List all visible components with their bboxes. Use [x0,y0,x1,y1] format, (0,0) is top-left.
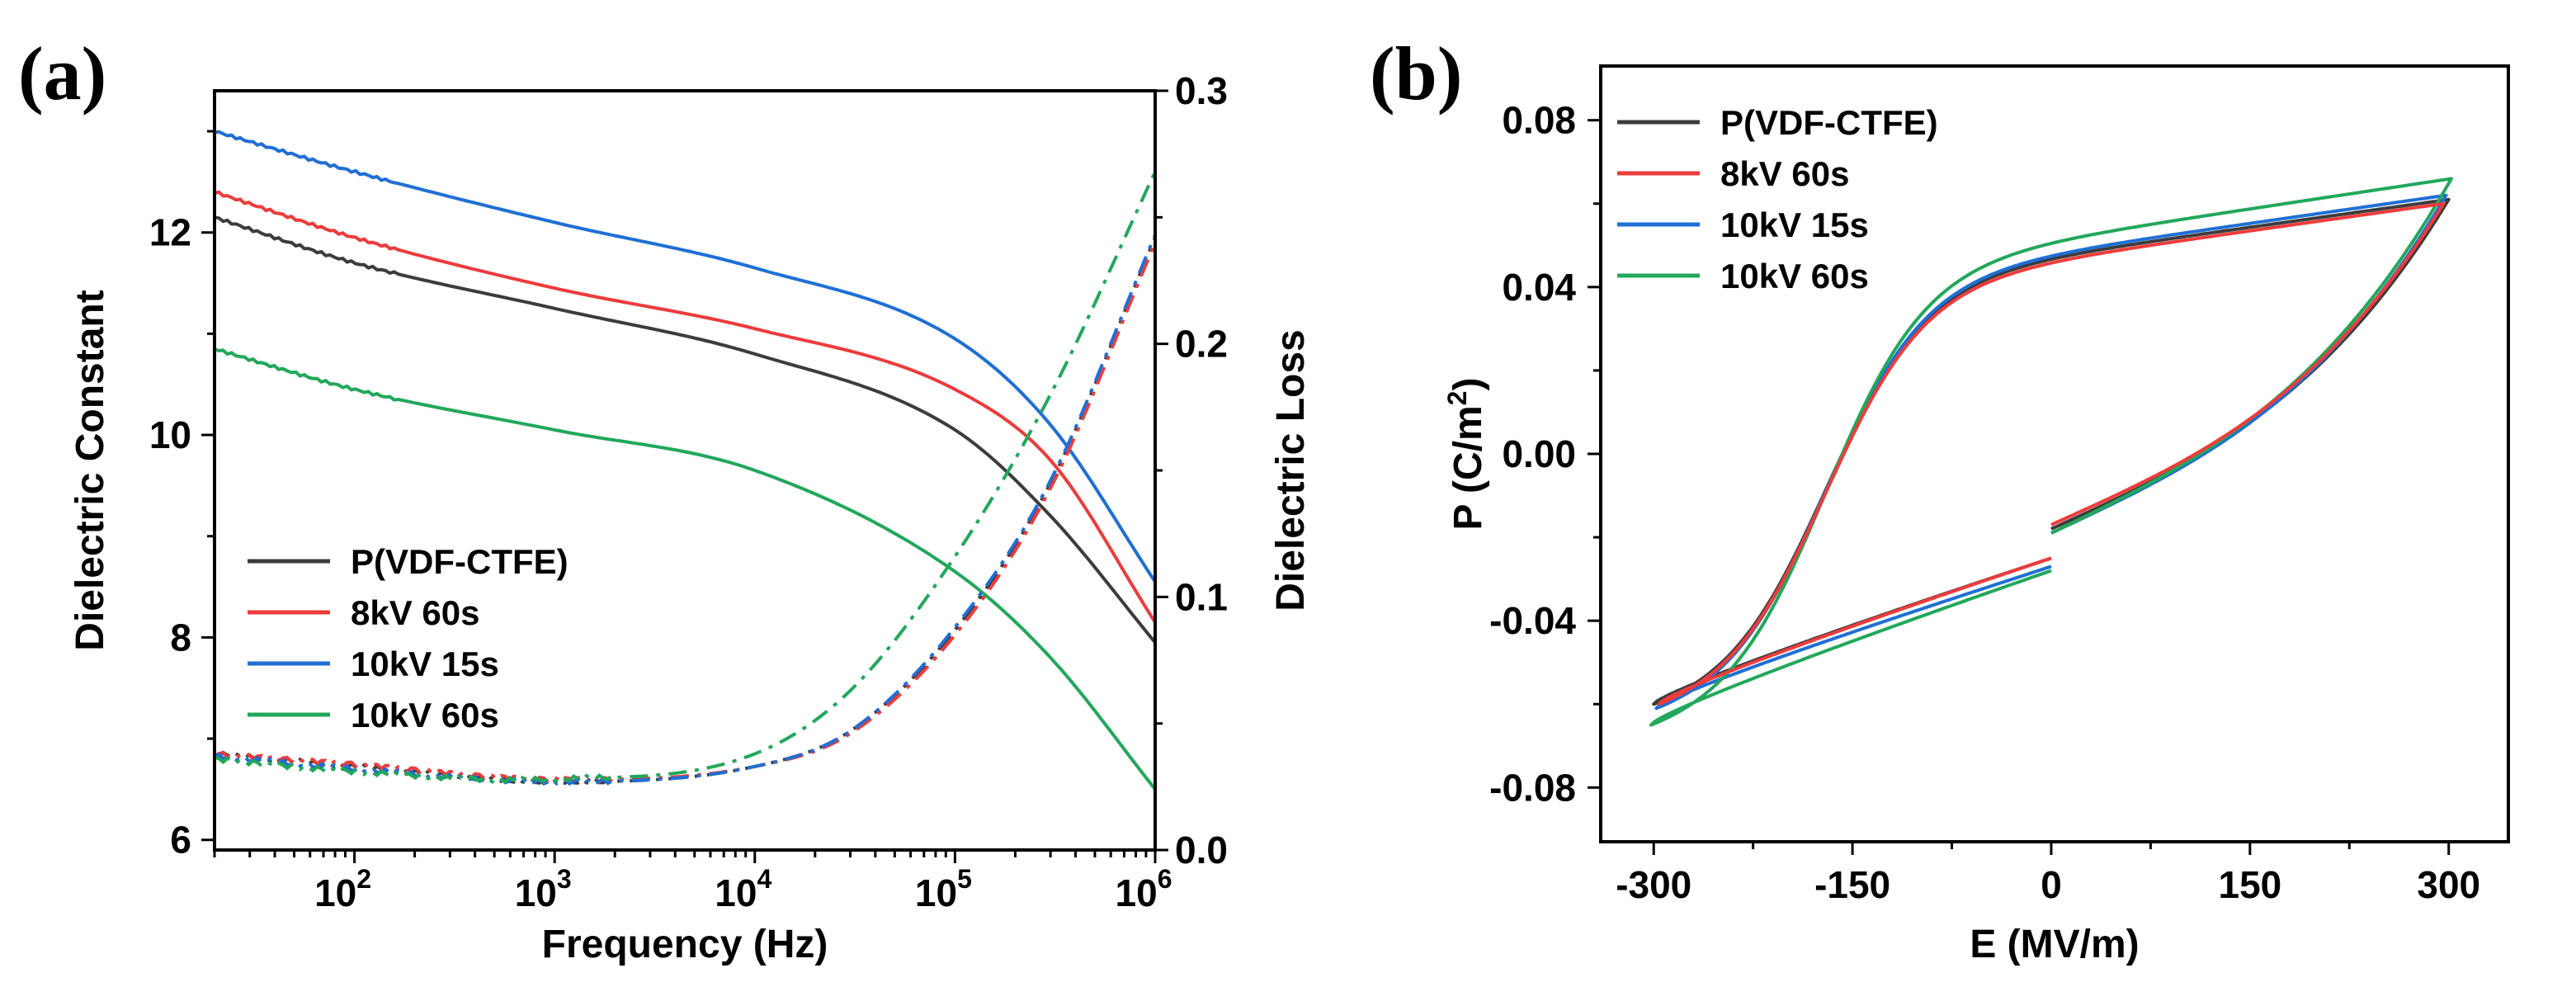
chart-a-x-tick-label: 102 [314,864,371,914]
chart-b-x-axis-title: E (MV/m) [1970,923,2139,966]
chart-b-y-axis-title-base: P (C/m [1446,405,1490,530]
loss-line-10kv-60s [214,171,1157,784]
chart-b-hysteresis: -300 -150 0 150 300 -0.08 -0.04 0.00 0.04 0.08 P(… [1442,64,2510,966]
chart-b-legend: P(VDF-CTFE) 8kV 60s 10kV 15s 10kV 60s [1617,103,1938,295]
chart-b-y-tick-label: 0.04 [1502,266,1576,309]
chart-a-y2-tick-label: 0.3 [1175,69,1228,112]
chart-b-y-tick-label: 0.00 [1502,432,1576,475]
panel-label-b: (b) [1370,31,1462,116]
chart-a-y2-tick-label: 0.1 [1175,575,1228,618]
chart-b-x-tick-label: 300 [2417,863,2480,906]
chart-a-series-group [213,130,1157,791]
chart-a-y-tick-label: 6 [170,819,191,862]
chart-a-dielectric: 102 103 104 105 106 6 8 10 12 0.0 0.1 0.2 0.3 P(VDF-… [68,69,1313,966]
chart-a-y-axis-title: Dielectric Constant [68,290,112,650]
chart-a-y2-tick-label: 0.0 [1175,829,1228,871]
loop-line-8kv-60s [1657,201,2446,706]
chart-a-x-tick-label: 104 [715,864,771,914]
constant-line-10kv-15s [214,130,1157,583]
chart-b-y-tick-label: -0.08 [1489,766,1576,809]
chart-b-y-tick-label: -0.04 [1489,599,1576,642]
chart-b-legend-label-10kv-15s: 10kV 15s [1720,205,1869,244]
chart-a-legend-label-p-vdf-ctfe: P(VDF-CTFE) [351,542,569,581]
chart-b-series-group [1649,177,2453,727]
chart-a-x-tick-label: 103 [515,864,572,914]
chart-b-legend-label-p-vdf-ctfe: P(VDF-CTFE) [1720,103,1938,142]
chart-b-legend-label-8kv-60s: 8kV 60s [1720,154,1849,193]
chart-b-y-axis-title-sup: 2 [1442,391,1472,406]
chart-b-x-tick-label: -150 [1814,863,1890,906]
chart-a-ticks: 102 103 104 105 106 6 8 10 12 0.0 0.1 0.2 0.3 [149,69,1228,914]
chart-a-y-tick-label: 12 [149,211,191,254]
chart-a-y-tick-label: 10 [149,413,191,456]
chart-b-x-tick-label: -300 [1616,863,1691,906]
constant-line-10kv-60s [214,347,1157,791]
chart-a-legend-label-8kv-60s: 8kV 60s [351,593,479,632]
chart-b-x-tick-label: 0 [2041,863,2062,906]
chart-b-y-tick-label: 0.08 [1502,99,1576,142]
chart-a-legend-label-10kv-15s: 10kV 15s [351,645,499,683]
chart-b-ticks: -300 -150 0 150 300 -0.08 -0.04 0.00 0.04 0.08 [1489,99,2480,906]
chart-a-x-axis-title: Frequency (Hz) [542,923,828,966]
constant-line-8kv-60s [214,190,1157,624]
chart-b-y-axis-title: P (C/m2) [1442,378,1490,531]
chart-a-plot-frame [213,89,1157,852]
constant-line-p-vdf-ctfe [214,215,1157,644]
chart-a-legend-label-10kv-60s: 10kV 60s [351,696,499,734]
chart-a-y-tick-label: 8 [170,616,191,659]
loss-line-10kv-15s [213,234,1157,786]
chart-a-x-tick-label: 106 [1116,864,1172,914]
chart-b-y-axis-title-end: ) [1446,378,1490,391]
chart-a-y2-tick-label: 0.2 [1175,323,1228,366]
chart-a-x-tick-label: 105 [915,864,972,914]
chart-a-y2-axis-title: Dielectric Loss [1269,329,1313,611]
panel-label-a: (a) [18,31,106,116]
loop-line-10kv-60s [1649,177,2453,727]
chart-a-legend: P(VDF-CTFE) 8kV 60s 10kV 15s 10kV 60s [248,542,569,734]
chart-b-legend-label-10kv-60s: 10kV 60s [1720,257,1869,295]
chart-b-x-tick-label: 150 [2218,863,2281,906]
